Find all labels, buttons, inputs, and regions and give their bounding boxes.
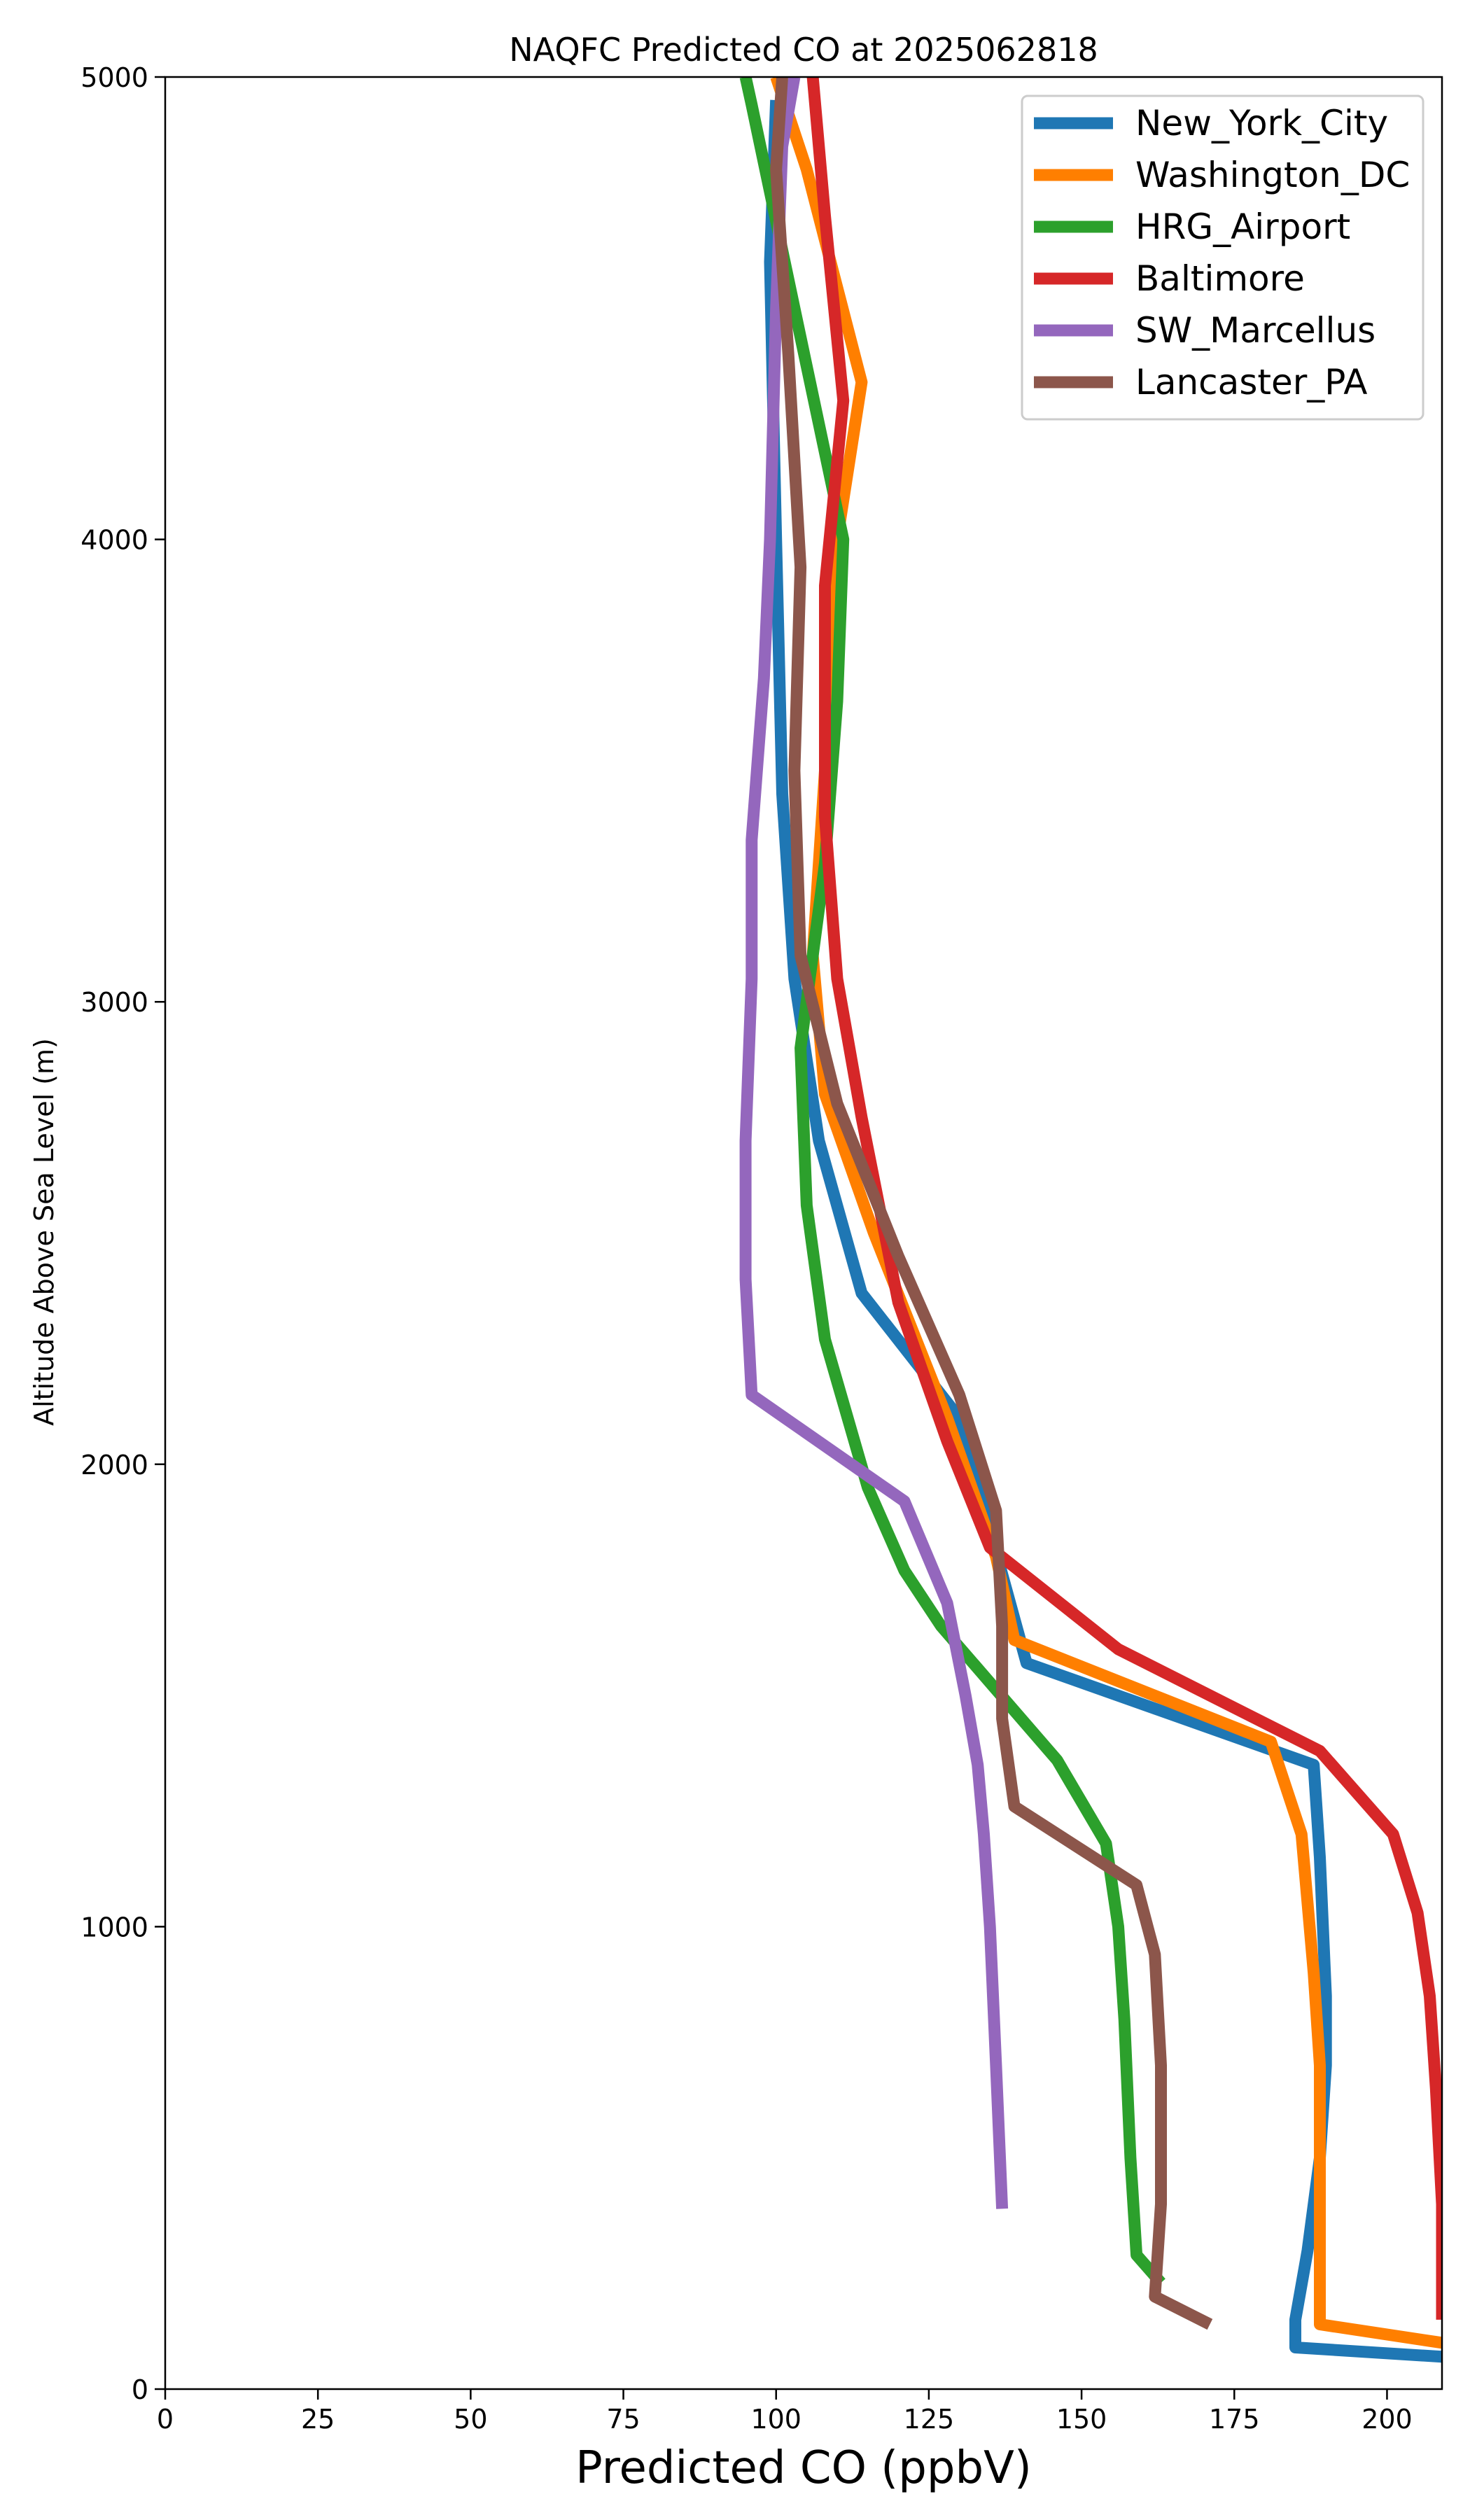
y-tick-label: 1000 [80,1912,148,1942]
y-tick-label: 0 [132,2374,148,2405]
legend-label: Baltimore [1135,258,1305,299]
x-tick-label: 200 [1362,2404,1413,2435]
x-axis: 0 25 50 75 100 125 150 175 200 [157,2389,1413,2435]
series-layer [739,77,1442,2363]
chart-title: NAQFC Predicted CO at 2025062818 [509,31,1098,69]
legend-label: Lancaster_PA [1135,362,1367,402]
y-tick-label: 4000 [80,525,148,556]
y-tick-label: 2000 [80,1450,148,1480]
series-line-sw-marcellus [739,77,1009,2209]
x-axis-label: Predicted CO (ppbV) [575,2442,1032,2494]
series-line-hrg-airport [739,77,1166,2287]
legend-frame [1021,94,1424,421]
x-tick-label: 75 [606,2404,640,2435]
x-tick-label: 125 [904,2404,955,2435]
y-tick-label: 3000 [80,987,148,1018]
x-tick-label: 0 [157,2404,174,2435]
x-tick-label: 25 [301,2404,335,2435]
series-line-new-york-city [764,99,1442,2363]
x-tick-label: 50 [454,2404,487,2435]
series-line-baltimore [806,77,1442,2320]
legend-label: SW_Marcellus [1135,310,1376,351]
legend-label: Washington_DC [1135,155,1410,195]
legend-label: New_York_City [1135,103,1388,144]
x-tick-label: 100 [750,2404,802,2435]
plot-area-frame [164,76,1443,2390]
legend: New_York_City Washington_DC HRG_Airport Bal… [1021,94,1424,421]
x-tick-label: 175 [1209,2404,1260,2435]
y-axis-label: Altitude Above Sea Level (m) [29,1038,59,1426]
x-tick-label: 150 [1056,2404,1107,2435]
series-line-lancaster-pa [770,77,1213,2330]
y-tick-label: 5000 [80,62,148,93]
legend-label: HRG_Airport [1135,206,1350,247]
y-axis: 0 1000 2000 3000 4000 5000 [80,62,165,2405]
